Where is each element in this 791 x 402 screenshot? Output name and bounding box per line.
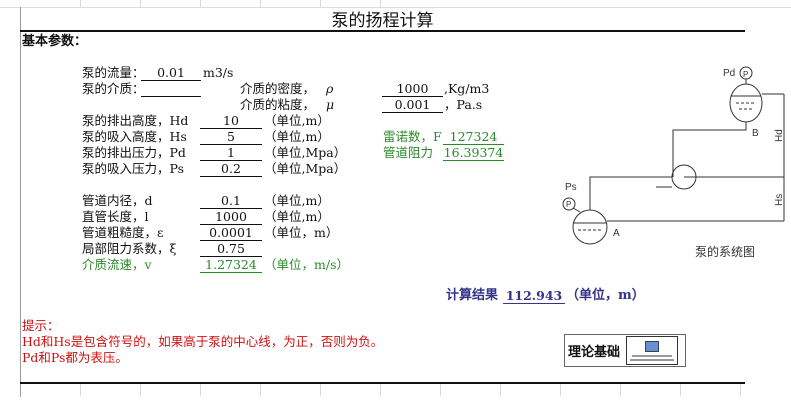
density-label: 介质的密度， (240, 81, 316, 96)
param-value[interactable]: 0.2 (200, 161, 262, 177)
gridline (200, 384, 201, 396)
p-label: P (743, 70, 748, 79)
p-label: P (566, 200, 571, 209)
param-unit: （单位,m） (264, 113, 330, 128)
resistance-label: 管道阻力 (383, 145, 434, 160)
resistance-value: 16.39374 (443, 145, 504, 161)
param-unit: （单位,m） (264, 193, 330, 208)
param-label: 泵的排出高度，Hd (82, 113, 189, 128)
flow-unit: m3/s (203, 65, 234, 80)
tank-a (572, 209, 608, 245)
gridline (140, 384, 141, 396)
medium-label: 泵的介质： (82, 81, 145, 96)
result-label: 计算结果 (446, 288, 499, 303)
hd-label: Hd (774, 129, 785, 142)
param-value[interactable]: 1000 (200, 209, 262, 225)
param-unit: （单位,m） (264, 129, 330, 144)
param-unit: （单位,m） (264, 209, 330, 224)
viscosity-symbol: μ (326, 97, 335, 112)
flow-value[interactable]: 0.01 (141, 65, 201, 81)
gridline (380, 384, 381, 396)
gridline (740, 384, 741, 396)
theory-button-label: 理论基础 (568, 345, 621, 360)
theory-button[interactable]: 理论基础 (564, 334, 686, 367)
pump-system-diagram: Pd P Ps P A B Hd Hs 泵的系统图 (562, 66, 785, 259)
gridline (560, 384, 561, 396)
gridline (80, 0, 81, 8)
result-unit: （单位，m） (566, 288, 645, 303)
bottom-rule (20, 382, 745, 384)
gridline (320, 0, 321, 8)
section-label: 基本参数： (22, 34, 88, 49)
param-label: 泵的吸入高度，Hs (82, 129, 187, 144)
param-value[interactable]: 10 (200, 113, 262, 129)
gridline (320, 384, 321, 396)
param-value[interactable]: 5 (200, 129, 262, 145)
gridline (140, 0, 141, 8)
gridline (380, 0, 381, 8)
param-label: 泵的吸入压力，Ps (82, 161, 184, 176)
param-label: 泵的排出压力，Pd (82, 145, 186, 160)
hint-title: 提示： (22, 318, 60, 333)
param-unit: （单位，m/s） (264, 257, 349, 272)
param-label: 管道粗糙度，ε (82, 225, 164, 240)
param-unit: （单位，m） (264, 225, 339, 240)
ps-label: Ps (565, 182, 577, 193)
hint-line: Pd和Ps都为表压。 (22, 350, 128, 365)
param-value: 1.27324 (200, 257, 262, 273)
gridline (500, 384, 501, 396)
param-label: 介质流速，v (82, 257, 152, 272)
param-label: 管道内径，d (82, 193, 153, 208)
pressure-gauge-ps (562, 197, 576, 211)
b-label: B (752, 128, 759, 139)
title-rule (20, 30, 745, 32)
left-border (20, 7, 21, 397)
gridline (620, 384, 621, 396)
param-value[interactable]: 1 (200, 145, 262, 161)
param-value[interactable]: 0.0001 (200, 225, 262, 241)
reynolds-value: 127324 (443, 129, 504, 145)
hint-line: Hd和Hs是包含符号的，如果高于泵的中心线，为正，否则为负。 (22, 334, 384, 349)
pressure-gauge-pd (739, 66, 753, 80)
density-symbol: ρ (326, 81, 334, 96)
density-value[interactable]: 1000 (382, 81, 443, 97)
param-value[interactable]: 0.75 (200, 241, 262, 257)
reynolds-label: 雷诺数，F (383, 129, 442, 144)
a-label: A (613, 228, 620, 239)
diagram-caption: 泵的系统图 (695, 244, 755, 259)
density-unit: ,Kg/m3 (444, 81, 490, 96)
param-unit: （单位,Mpa） (264, 145, 347, 160)
document-icon (626, 336, 679, 365)
gridline (260, 0, 261, 8)
gridline (0, 7, 791, 8)
viscosity-value[interactable]: 0.001 (382, 97, 443, 113)
gridline (80, 384, 81, 396)
gridline (440, 384, 441, 396)
flow-label: 泵的流量： (82, 65, 145, 80)
param-value[interactable]: 0.1 (200, 193, 262, 209)
medium-value[interactable] (141, 81, 201, 97)
page-title: 泵的扬程计算 (331, 11, 434, 31)
gridline (260, 384, 261, 396)
param-label: 局部阻力系数，ξ (82, 241, 177, 256)
pd-label: Pd (723, 68, 735, 79)
hs-label: Hs (774, 194, 785, 206)
result-value: 112.943 (503, 288, 565, 304)
viscosity-unit: ，Pa.s (444, 97, 483, 112)
gridline (200, 0, 201, 8)
param-label: 直管长度，l (82, 209, 149, 224)
param-unit: （单位,Mpa） (264, 161, 347, 176)
viscosity-label: 介质的粘度， (240, 97, 316, 112)
gridline (680, 384, 681, 396)
